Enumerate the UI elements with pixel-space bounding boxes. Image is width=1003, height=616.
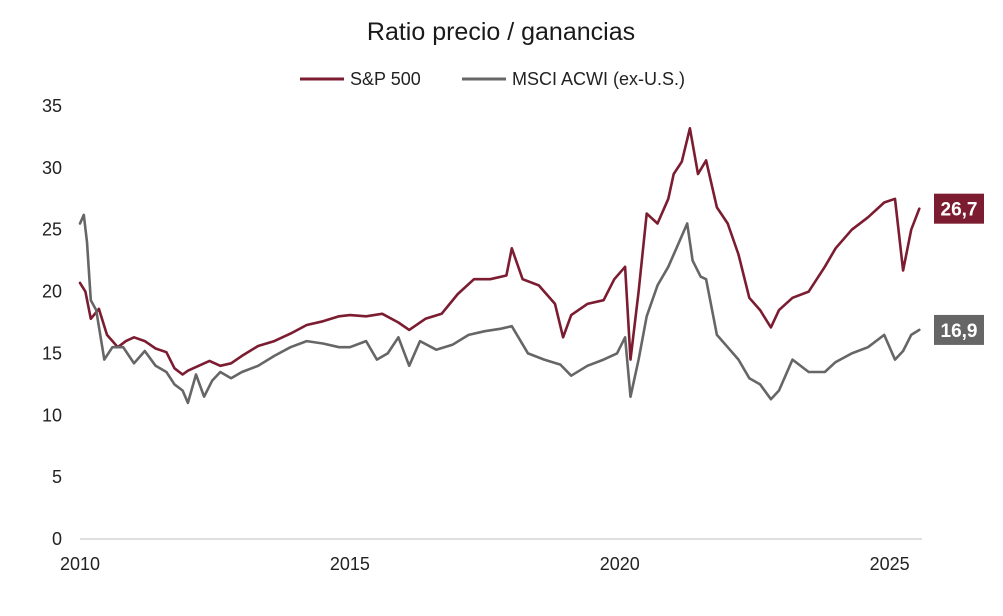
y-tick-label: 0 [52, 529, 62, 549]
series-line-sp500 [78, 127, 921, 376]
end-labels: 26,7 16,9 [934, 193, 984, 345]
y-axis: 0 5 10 15 20 25 30 35 [42, 96, 62, 549]
end-label-text: 26,7 [941, 200, 978, 221]
end-label-box [934, 193, 984, 224]
y-tick-label: 35 [42, 96, 62, 116]
y-tick-label: 15 [42, 343, 62, 363]
end-label-box [934, 314, 984, 345]
x-tick-label: 2020 [600, 554, 640, 574]
legend-label-sp500: S&P 500 [350, 69, 421, 89]
y-tick-label: 5 [52, 467, 62, 487]
x-tick-label: 2025 [870, 554, 910, 574]
end-label-sp500: 26,7 [934, 193, 984, 224]
y-tick-label: 20 [42, 282, 62, 302]
series-line-msci [78, 213, 921, 405]
x-tick-label: 2010 [60, 554, 100, 574]
y-tick-label: 30 [42, 158, 62, 178]
end-label-text: 16,9 [941, 321, 978, 342]
x-tick-label: 2015 [330, 554, 370, 574]
x-axis: 2010 2015 2020 2025 [60, 538, 922, 574]
chart-title: Ratio precio / ganancias [367, 18, 635, 46]
legend-label-msci: MSCI ACWI (ex-U.S.) [512, 69, 685, 89]
y-tick-label: 10 [42, 405, 62, 425]
legend: S&P 500 MSCI ACWI (ex-U.S.) [300, 69, 685, 89]
series-lines [78, 127, 921, 405]
end-label-msci: 16,9 [934, 314, 984, 345]
y-tick-label: 25 [42, 220, 62, 240]
